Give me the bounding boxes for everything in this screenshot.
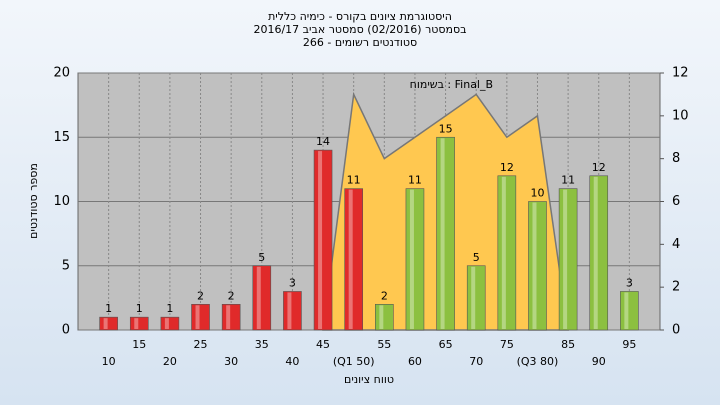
bar-highlight xyxy=(348,189,353,329)
x-tick-label: (Q3 80) xyxy=(517,355,559,368)
value-label: 3 xyxy=(626,276,633,289)
value-label: 15 xyxy=(439,122,453,135)
value-label: 5 xyxy=(258,251,265,264)
bar-highlight xyxy=(134,318,139,329)
bar-highlight xyxy=(103,318,108,329)
bar xyxy=(497,175,517,331)
x-tick-label: 30 xyxy=(224,355,238,368)
value-label: 11 xyxy=(408,174,422,187)
bar-highlight xyxy=(440,138,445,329)
bar xyxy=(405,188,425,331)
value-label: 11 xyxy=(561,174,575,187)
x-tick-label: 35 xyxy=(255,338,269,351)
legend-label: Final_B : בשימוח xyxy=(410,78,493,91)
value-label: 2 xyxy=(228,289,235,302)
chart-subtitle: בסמסטר (02/2016) סמסטר אביב 2016/17 xyxy=(253,23,466,36)
x-tick-label: 60 xyxy=(408,355,422,368)
x-tick-label: 45 xyxy=(316,338,330,351)
value-label: 2 xyxy=(197,289,204,302)
x-tick-label: 55 xyxy=(377,338,391,351)
x-tick-label: 15 xyxy=(132,338,146,351)
bar xyxy=(589,175,609,331)
bar xyxy=(160,316,180,331)
value-label: 14 xyxy=(316,135,330,148)
bar xyxy=(191,303,210,331)
x-tick-label: 90 xyxy=(592,355,606,368)
y-axis-label: מספר סטודנטים xyxy=(27,163,40,239)
bar-highlight xyxy=(563,189,568,329)
y-tick-label: 20 xyxy=(53,66,70,81)
bar-highlight xyxy=(226,305,231,329)
x-tick-label: 40 xyxy=(285,355,299,368)
bar-highlight xyxy=(501,176,506,329)
y2-tick-label: 10 xyxy=(672,108,689,123)
value-label: 12 xyxy=(500,161,514,174)
x-tick-label: 20 xyxy=(163,355,177,368)
bar xyxy=(466,265,486,331)
x-tick-label: 10 xyxy=(102,355,116,368)
bar-highlight xyxy=(256,266,261,329)
x-tick-label: 75 xyxy=(500,338,514,351)
y-tick-label: 15 xyxy=(53,130,70,145)
value-label: 1 xyxy=(166,302,173,315)
bar xyxy=(283,291,302,331)
value-label: 12 xyxy=(592,161,606,174)
bar xyxy=(313,149,333,331)
x-tick-label: (Q1 50) xyxy=(333,355,375,368)
chart-title: היסטוגרמת ציונים בקורס - כימיה כללית xyxy=(268,10,452,23)
x-axis-label: טווח ציונים xyxy=(344,373,394,386)
bar xyxy=(436,136,455,331)
y2-tick-label: 6 xyxy=(672,194,680,209)
value-label: 3 xyxy=(289,276,296,289)
bar xyxy=(344,188,363,331)
bar-highlight xyxy=(318,151,323,329)
bar-highlight xyxy=(164,318,169,329)
bar-highlight xyxy=(409,189,414,329)
y2-tick-label: 2 xyxy=(672,280,680,295)
y2-tick-label: 12 xyxy=(672,66,689,81)
y2-tick-label: 4 xyxy=(672,237,680,252)
x-tick-label: 95 xyxy=(622,338,636,351)
bar xyxy=(375,303,394,331)
value-label: 11 xyxy=(347,174,361,187)
bar xyxy=(129,316,149,331)
bar xyxy=(221,303,241,331)
bar-highlight xyxy=(379,305,384,329)
bar xyxy=(558,188,578,331)
x-tick-label: 25 xyxy=(194,338,208,351)
y-tick-label: 0 xyxy=(62,323,70,338)
value-label: 10 xyxy=(530,187,544,200)
value-label: 1 xyxy=(136,302,143,315)
y2-tick-label: 0 xyxy=(672,323,680,338)
bar xyxy=(99,316,118,331)
bar xyxy=(620,291,639,331)
bar xyxy=(252,265,272,331)
y2-tick-label: 8 xyxy=(672,151,680,166)
value-label: 2 xyxy=(381,289,388,302)
value-label: 1 xyxy=(105,302,112,315)
y-tick-label: 10 xyxy=(53,194,70,209)
bar-highlight xyxy=(471,266,476,329)
bar-highlight xyxy=(593,176,598,329)
y-tick-label: 5 xyxy=(62,258,70,273)
bar xyxy=(528,201,547,331)
bar-highlight xyxy=(195,305,200,329)
chart-subtitle: סטודנטים רשומים - 266 xyxy=(303,36,417,49)
bar-highlight xyxy=(287,292,292,329)
bar-highlight xyxy=(532,202,537,329)
bar-highlight xyxy=(624,292,629,329)
x-tick-label: 85 xyxy=(561,338,575,351)
value-label: 5 xyxy=(473,251,480,264)
x-tick-label: 65 xyxy=(439,338,453,351)
x-tick-label: 70 xyxy=(469,355,483,368)
